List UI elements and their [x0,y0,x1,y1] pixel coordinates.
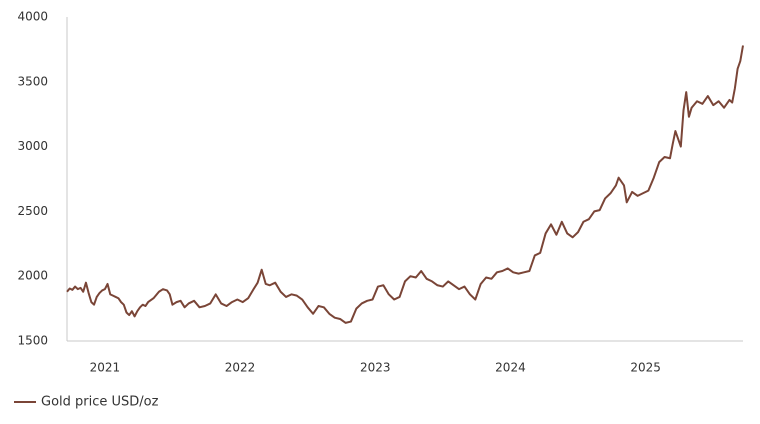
legend-label: Gold price USD/oz [41,395,159,410]
y-tick-label: 2000 [17,269,48,283]
y-tick-label: 3500 [17,74,48,88]
x-tick-label: 2024 [495,361,526,375]
y-tick-label: 3000 [17,139,48,153]
y-tick-label: 1500 [17,334,48,348]
x-tick-label: 2023 [360,361,391,375]
x-tick-label: 2022 [225,361,256,375]
y-tick-label: 4000 [17,10,48,24]
x-tick-label: 2025 [630,361,661,375]
y-tick-label: 2500 [17,204,48,218]
x-tick-label: 2021 [90,361,121,375]
line-series [66,45,744,324]
